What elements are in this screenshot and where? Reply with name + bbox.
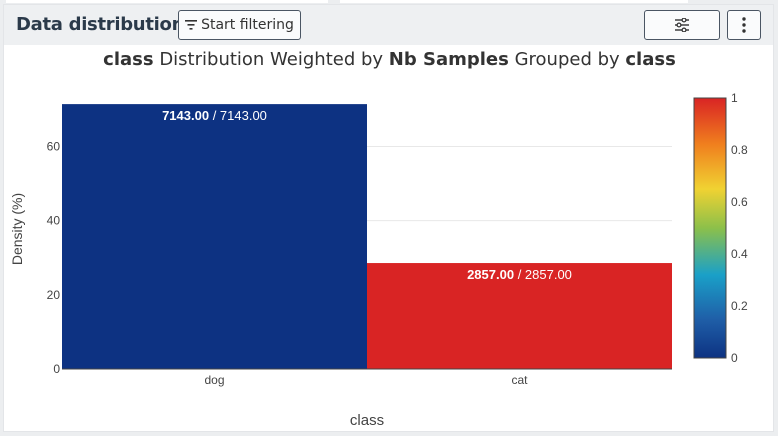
colorbar-tick-label: 0.2 (731, 299, 748, 313)
chart-title-column: class (103, 49, 154, 70)
bar-value-label: 2857.00 / 2857.00 (467, 267, 572, 282)
colorbar-tick-label: 0 (731, 351, 738, 365)
bar-cat (367, 263, 672, 369)
x-axis-title: class (350, 412, 384, 429)
top-tab-strip (0, 0, 778, 4)
chart-title-text: Grouped by (508, 49, 626, 70)
bar-chart: 7143.00 / 7143.00 2857.00 / 2857.00 0 20 40… (9, 91, 748, 429)
x-tick-label: dog (204, 373, 224, 387)
chart-title-weight: Nb Samples (388, 49, 509, 70)
bar-value-bold: 7143.00 (162, 108, 209, 123)
colorbar-tick-label: 0.4 (731, 247, 748, 261)
bars: 7143.00 / 7143.00 2857.00 / 2857.00 (62, 104, 672, 370)
tab-strip-segment (6, 0, 328, 3)
start-filtering-label: Start filtering (201, 17, 294, 33)
y-tick-label: 40 (47, 214, 61, 228)
chart-settings-button[interactable] (644, 10, 720, 40)
y-tick-label: 60 (47, 140, 61, 154)
colorbar-tick-label: 1 (731, 91, 738, 105)
colorbar: 0 0.2 0.4 0.6 0.8 1 (693, 91, 748, 365)
x-tick-label: cat (511, 373, 528, 387)
bar-value-bold: 2857.00 (467, 267, 514, 282)
y-tick-label: 20 (47, 288, 61, 302)
filter-icon (185, 20, 198, 30)
y-axis-title: Density (%) (9, 193, 25, 265)
y-tick-label: 0 (53, 362, 60, 376)
vertical-dots-icon (742, 17, 746, 33)
data-distribution-panel: Data distribution Start filtering (3, 4, 774, 432)
colorbar-tick-label: 0.6 (731, 195, 748, 209)
chart-title-group: class (625, 49, 676, 70)
axes: 0 20 40 60 Density (%) dog cat class (9, 140, 672, 429)
bar-value-label: 7143.00 / 7143.00 (162, 108, 267, 123)
panel-title: Data distribution (16, 14, 185, 35)
more-options-button[interactable] (727, 10, 761, 40)
panel-header: Data distribution Start filtering (4, 5, 773, 45)
chart-title-text: Distribution Weighted by (153, 49, 389, 70)
bar-value-rest: / 7143.00 (209, 108, 267, 123)
chart-title: class Distribution Weighted by Nb Sample… (4, 49, 775, 70)
colorbar-tick-label: 0.8 (731, 143, 748, 157)
start-filtering-button[interactable]: Start filtering (178, 10, 301, 40)
tab-strip-segment (340, 0, 688, 3)
sliders-icon (675, 18, 689, 32)
colorbar-gradient (693, 97, 727, 359)
bar-value-rest: / 2857.00 (514, 267, 572, 282)
bar-dog (62, 104, 367, 370)
